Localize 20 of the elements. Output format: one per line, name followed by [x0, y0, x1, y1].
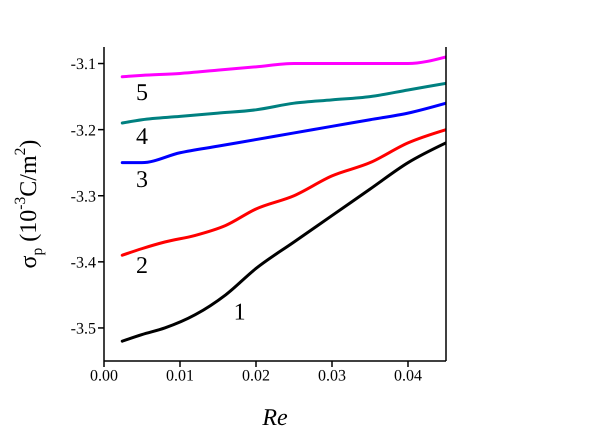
text: 0.00	[90, 367, 118, 384]
line-series	[120, 128, 446, 257]
series-label: 4	[136, 124, 148, 150]
y-tick-label: -3.5	[70, 320, 96, 338]
y-tick-label: -3.2	[70, 122, 96, 140]
y-tick-label: -3.1	[70, 56, 96, 74]
y-tick-label: -3.3	[70, 188, 96, 206]
series-label: 3	[136, 167, 148, 194]
x-tick-label: 0.04	[394, 367, 422, 384]
line-series	[120, 82, 446, 125]
line-series	[120, 55, 446, 78]
x-tick-label: 0.01	[166, 367, 194, 384]
series-label: 1	[234, 299, 246, 326]
line-series	[120, 102, 446, 164]
series-label: 2	[136, 253, 148, 280]
x-axis-title: Re	[261, 405, 288, 431]
series-label: 5	[136, 80, 148, 106]
x-tick-label: 0.02	[242, 367, 270, 384]
x-tick-label: 0.03	[318, 367, 346, 384]
y-tick-label: -3.4	[70, 254, 96, 272]
